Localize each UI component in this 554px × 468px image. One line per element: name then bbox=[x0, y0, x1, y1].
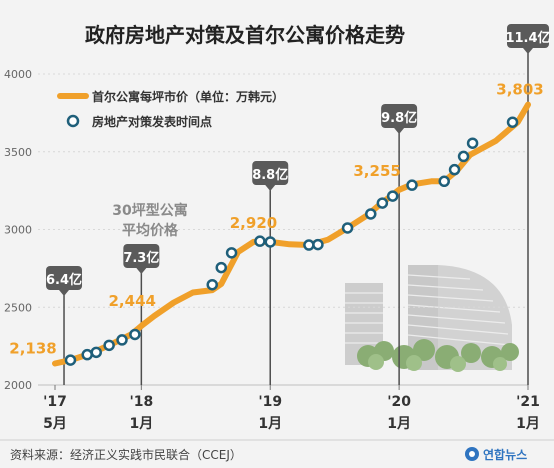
x-tick-year: '20 bbox=[387, 394, 411, 410]
value-label: 3,255 bbox=[353, 162, 400, 180]
policy-marker bbox=[116, 334, 128, 346]
y-tick-label: 2500 bbox=[4, 301, 32, 314]
annotation-badge-pointer bbox=[394, 128, 405, 134]
annotation-label: 7.3亿 bbox=[123, 250, 159, 266]
policy-marker bbox=[81, 348, 93, 361]
policy-marker bbox=[341, 222, 354, 234]
policy-marker bbox=[303, 239, 315, 251]
y-tick-label: 3000 bbox=[4, 224, 32, 237]
annotation-badge bbox=[507, 24, 549, 48]
y-tick-label: 4000 bbox=[4, 68, 32, 81]
annotation-badge bbox=[252, 161, 289, 185]
x-tick-month: 1月 bbox=[258, 416, 282, 432]
value-label: 2,444 bbox=[109, 292, 156, 310]
policy-marker bbox=[206, 278, 218, 291]
annotation-label: 9.8亿 bbox=[381, 110, 417, 126]
value-label: 2,920 bbox=[230, 214, 277, 232]
chart-title: 政府房地产对策及首尔公寓价格走势 bbox=[85, 23, 405, 47]
source-note: 资料来源：经济正义实践市民联合（CCEJ） bbox=[10, 447, 242, 462]
annotation-badge-pointer bbox=[59, 290, 70, 296]
x-tick-month: 1月 bbox=[129, 416, 153, 432]
x-tick-year: '17 bbox=[43, 394, 67, 410]
policy-marker bbox=[406, 179, 418, 191]
value-label: 2,138 bbox=[9, 340, 56, 358]
policy-marker bbox=[264, 236, 276, 248]
annotation-label: 8.8亿 bbox=[252, 167, 288, 183]
policy-marker bbox=[448, 163, 461, 176]
policy-marker bbox=[438, 175, 450, 188]
logo: 연합뉴스 bbox=[465, 447, 527, 462]
inset-note-line-2: 平均价格 bbox=[122, 222, 179, 239]
annotation-label: 11.4亿 bbox=[505, 30, 550, 46]
policy-marker bbox=[365, 208, 377, 220]
x-tick-month: 1月 bbox=[516, 416, 540, 432]
annotation-badge-pointer bbox=[265, 185, 276, 191]
x-tick-year: '21 bbox=[516, 394, 540, 410]
value-label: 3,803 bbox=[496, 81, 543, 99]
annotation-badge bbox=[123, 244, 160, 268]
logo-text: 연합뉴스 bbox=[483, 447, 527, 462]
legend-marker-label: 房地产对策发表时间点 bbox=[92, 114, 212, 129]
policy-marker bbox=[215, 261, 228, 274]
annotation-badge bbox=[46, 266, 83, 290]
policy-marker bbox=[90, 346, 102, 359]
policy-marker bbox=[312, 238, 324, 251]
inset-note-line-1: 30坪型公寓 bbox=[112, 202, 187, 219]
policy-marker bbox=[129, 328, 141, 341]
x-tick-year: '19 bbox=[258, 394, 282, 410]
annotation-label: 6.4亿 bbox=[46, 272, 82, 288]
legend-line-label: 首尔公寓每坪市价（单位：万韩元） bbox=[92, 89, 284, 104]
policy-marker bbox=[376, 197, 389, 209]
buildings-illustration bbox=[345, 265, 519, 372]
y-tick-label: 3500 bbox=[4, 146, 32, 159]
y-tick-label: 2000 bbox=[4, 379, 32, 392]
policy-marker bbox=[103, 339, 115, 352]
policy-marker bbox=[225, 247, 238, 259]
annotation-badge-pointer bbox=[136, 268, 147, 274]
inset-note: 30坪型公寓 平均价格 bbox=[112, 202, 187, 239]
x-tick-month: 5月 bbox=[43, 416, 67, 432]
policy-marker bbox=[506, 116, 519, 128]
x-tick-month: 1月 bbox=[387, 416, 411, 432]
policy-marker bbox=[64, 354, 77, 366]
policy-marker bbox=[466, 137, 479, 149]
legend-marker-swatch bbox=[66, 114, 80, 128]
policy-marker bbox=[457, 150, 470, 163]
policy-marker bbox=[386, 190, 399, 202]
x-tick-year: '18 bbox=[129, 394, 153, 410]
policy-marker bbox=[254, 235, 266, 247]
annotation-badge bbox=[381, 104, 418, 128]
annotation-badge-pointer bbox=[523, 48, 533, 54]
legend: 首尔公寓每坪市价（单位：万韩元） 房地产对策发表时间点 bbox=[57, 89, 284, 129]
